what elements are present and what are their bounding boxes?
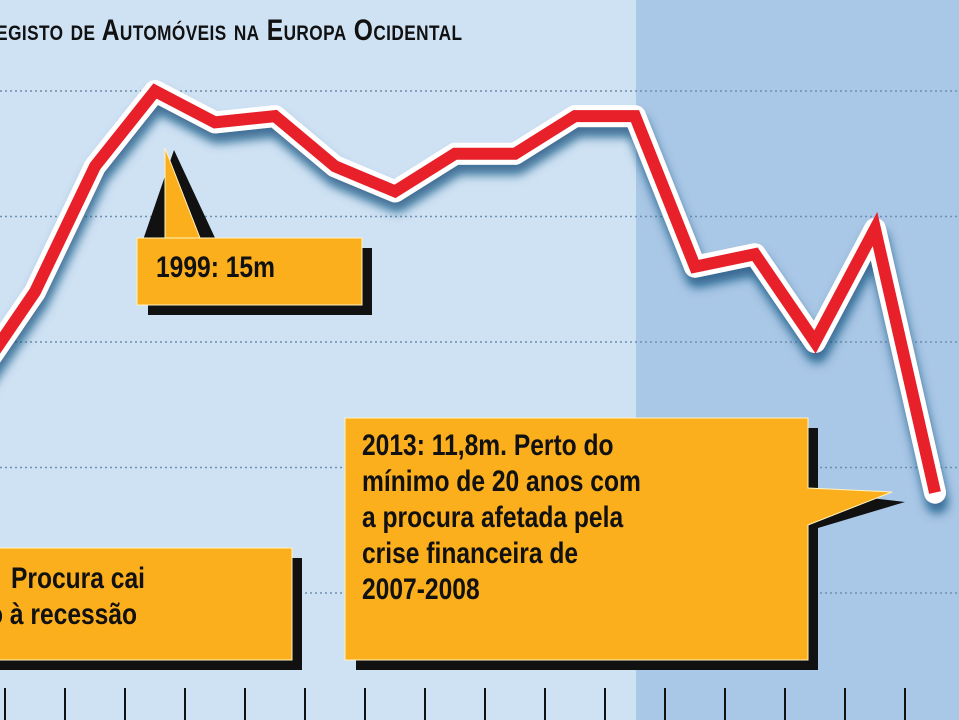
recession-annotation-line: o à recessão [0, 598, 138, 631]
recession-callout-box [0, 547, 302, 670]
low-annotation-line: crise financeira de [362, 537, 579, 570]
peak-annotation: 1999: 15m [156, 250, 301, 286]
recession-annotation-line: Procura cai [10, 562, 145, 595]
low-annotation: 2013: 11,8m. Perto do mínimo de 20 anos … [362, 428, 702, 608]
chart-title: Registo de Automóveis na Europa Ocidenta… [0, 14, 463, 47]
low-callout-box [344, 417, 905, 670]
peak-callout-box [136, 147, 372, 315]
low-annotation-line: mínimo de 20 anos com [362, 465, 641, 498]
low-annotation-line: a procura afetada pela [362, 501, 624, 534]
low-annotation-line: 2013: 11,8m. Perto do [362, 429, 614, 462]
series-line [0, 83, 941, 494]
x-axis-ticks [4, 688, 906, 720]
low-annotation-line: 2007-2008 [362, 573, 480, 606]
recession-annotation: Procura cai o à recessão [0, 561, 179, 633]
peak-annotation-text: 1999: 15m [156, 251, 275, 284]
